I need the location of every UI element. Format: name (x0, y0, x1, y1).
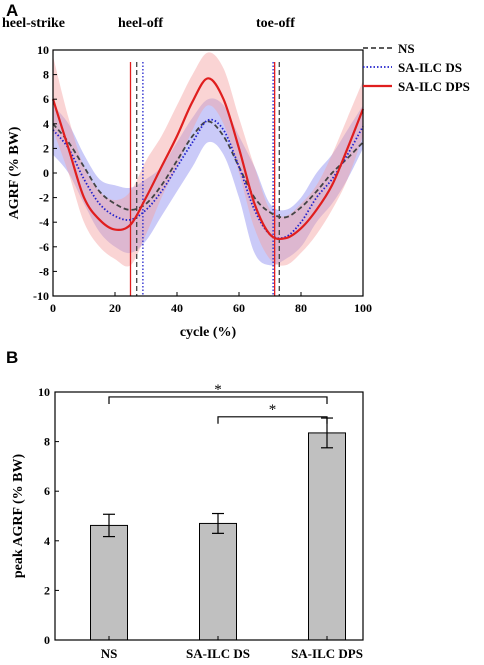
annotation-toe-off: toe-off (256, 16, 295, 31)
panel-b-frame (54, 391, 364, 641)
category-label-2: SA-ILC DPS (291, 646, 363, 661)
b-y-tick-label-2: 4 (44, 534, 50, 548)
y-tick-label-1: -8 (39, 264, 49, 278)
y-axis-ticks: -10 -8 -6 -4 -2 0 2 4 6 8 10 (33, 43, 57, 303)
b-y-tick-label-0: 0 (44, 633, 50, 647)
series-line-0 (52, 120, 364, 219)
error-bars (103, 417, 333, 538)
error-bar-0 (103, 513, 115, 538)
bar-0 (90, 524, 128, 641)
category-label-1: SA-ILC DS (186, 646, 250, 661)
significance-label-1: * (269, 402, 277, 418)
y-tick-label-10: 10 (37, 43, 49, 57)
x-axis-ticks: 0 20 40 60 80 100 (50, 292, 372, 315)
panel-b-label: B (6, 348, 18, 367)
legend-label-1: SA-ILC DS (398, 60, 462, 75)
x-tick-label-4: 80 (295, 301, 307, 315)
x-tick-label-0: 0 (50, 301, 56, 315)
b-y-tick-label-4: 8 (44, 435, 50, 449)
y-tick-label-9: 8 (43, 68, 49, 82)
y-tick-label-7: 4 (43, 117, 49, 131)
bar-2 (308, 432, 346, 641)
legend: NS SA-ILC DS SA-ILC DPS (363, 41, 470, 94)
y-axis-ticks-b: 0 2 4 6 8 10 (38, 385, 59, 647)
bars (90, 432, 346, 641)
y-axis-label: AGRF (% BW) (7, 126, 22, 219)
band-2 (53, 52, 363, 267)
y-tick-label-2: -6 (39, 240, 49, 254)
annotation-heel-strike: heel-strike (2, 16, 65, 31)
category-labels: NS SA-ILC DS SA-ILC DPS (101, 636, 363, 661)
y-axis-label-b: peak AGRF (% BW) (11, 454, 26, 579)
significance-brackets: ** (108, 382, 328, 424)
significance-bracket-0 (108, 396, 328, 404)
y-tick-label-5: 0 (43, 166, 49, 180)
x-tick-label-5: 100 (354, 301, 372, 315)
series-line-2 (51, 77, 365, 241)
bar-1 (199, 522, 237, 641)
panel-a-label: A (6, 1, 18, 20)
legend-label-2: SA-ILC DPS (398, 79, 470, 94)
y-tick-label-4: -2 (39, 191, 49, 205)
x-axis-label: cycle (%) (180, 325, 237, 340)
error-bar-1 (212, 512, 224, 534)
significance-label-0: * (214, 382, 222, 398)
significance-bracket-1 (217, 416, 328, 424)
y-tick-label-8: 6 (43, 92, 49, 106)
y-tick-label-6: 2 (43, 141, 49, 155)
category-label-0: NS (101, 646, 118, 661)
x-tick-label-2: 40 (171, 301, 183, 315)
series-line-1 (52, 118, 364, 240)
panel-a: A heel-strike heel-off toe-off -10 -8 -6 -4… (2, 1, 470, 340)
x-tick-label-3: 60 (233, 301, 245, 315)
series-lines (51, 77, 365, 241)
b-y-tick-label-3: 6 (44, 484, 50, 498)
b-y-tick-label-1: 2 (44, 583, 50, 597)
confidence-bands (53, 52, 363, 267)
b-y-tick-label-5: 10 (38, 385, 50, 399)
event-lines (129, 62, 280, 296)
y-tick-label-0: -10 (33, 289, 49, 303)
x-tick-label-1: 20 (109, 301, 121, 315)
legend-label-0: NS (398, 41, 415, 56)
annotation-heel-off: heel-off (118, 16, 163, 31)
y-tick-label-3: -4 (39, 215, 49, 229)
